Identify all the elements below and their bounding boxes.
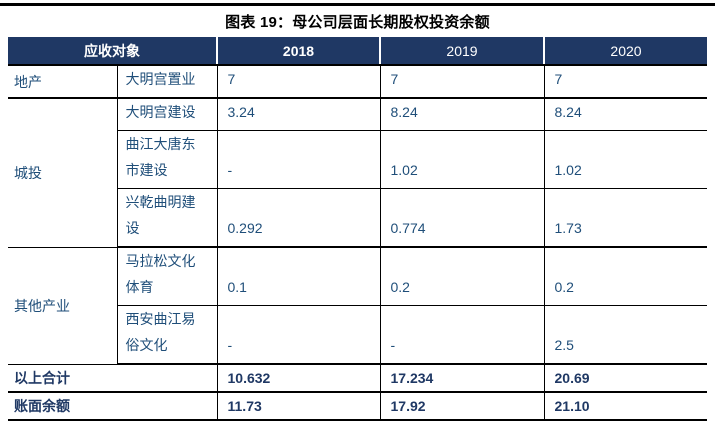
value-cell-2020: 21.10 (543, 392, 707, 421)
value-cell-2020: 2.5 (543, 305, 707, 365)
name-cell: 大明宫置业 (116, 65, 217, 99)
group-cell-chengtou: 城投 (8, 98, 117, 248)
header-year-2020: 2020 (543, 37, 707, 66)
value-cell-2019: - (379, 305, 544, 365)
value-cell-2020: 20.69 (543, 364, 707, 393)
value-cell-2020: 1.73 (543, 188, 707, 248)
name-cell: 马拉松文化体育 (116, 247, 217, 306)
group-cell-qita-chanye: 其他产业 (8, 247, 117, 365)
value-cell-2019: 7 (379, 65, 544, 99)
value-cell-2019: 8.24 (379, 98, 544, 131)
value-cell-2020: 0.2 (543, 247, 707, 306)
value-cell-2019: 17.234 (379, 364, 544, 393)
top-divider (0, 3, 715, 6)
value-cell-2018: 0.1 (216, 247, 380, 306)
value-cell-2019: 17.92 (379, 392, 544, 421)
value-cell-2018: 0.292 (216, 188, 380, 248)
value-cell-2018: 7 (216, 65, 380, 99)
summary-label: 账面余额 (8, 392, 217, 421)
value-cell-2020: 8.24 (543, 98, 707, 131)
name-cell: 兴乾曲明建设 (116, 188, 217, 248)
name-cell: 大明宫建设 (116, 98, 217, 131)
value-cell-2018: 11.73 (216, 392, 380, 421)
value-cell-2018: 3.24 (216, 98, 380, 131)
header-year-2019: 2019 (379, 37, 544, 66)
name-cell: 曲江大唐东市建设 (116, 130, 217, 189)
value-cell-2018: - (216, 130, 380, 189)
table-row-total-above: 以上合计 10.632 17.234 20.69 (8, 364, 707, 393)
value-cell-2019: 1.02 (379, 130, 544, 189)
table-row-xian-qujiang-yisu: 西安曲江易俗文化 - - 2.5 (8, 305, 707, 365)
value-cell-2019: 0.2 (379, 247, 544, 306)
figure-title: 图表 19：母公司层面长期股权投资余额 (225, 14, 490, 31)
group-cell-dichan: 地产 (8, 65, 117, 99)
value-cell-2019: 0.774 (379, 188, 544, 248)
header-receivable-target: 应收对象 (8, 37, 217, 66)
name-cell: 西安曲江易俗文化 (116, 305, 217, 365)
table-row-damingong-jianshe: 城投 大明宫建设 3.24 8.24 8.24 (8, 98, 707, 248)
table-row-damingong-zhiye: 地产 大明宫置业 7 7 7 (8, 65, 707, 99)
value-cell-2018: 10.632 (216, 364, 380, 393)
value-cell-2020: 7 (543, 65, 707, 99)
value-cell-2020: 1.02 (543, 130, 707, 189)
summary-label: 以上合计 (8, 364, 217, 393)
value-cell-2018: - (216, 305, 380, 365)
equity-investment-table: 应收对象 2018 2019 2020 地产 大明宫置业 7 7 7 城投 大明… (8, 37, 707, 421)
header-year-2018: 2018 (216, 37, 380, 66)
table-row-malasong-wenhua: 其他产业 马拉松文化体育 0.1 0.2 0.2 (8, 247, 707, 365)
header-row: 应收对象 2018 2019 2020 (8, 37, 707, 66)
table-row-qujiang-datang: 曲江大唐东市建设 - 1.02 1.02 (8, 130, 707, 189)
table-row-xingqian-quming: 兴乾曲明建设 0.292 0.774 1.73 (8, 188, 707, 248)
table-row-book-balance: 账面余额 11.73 17.92 21.10 (8, 392, 707, 421)
equity-investment-table-wrap: 应收对象 2018 2019 2020 地产 大明宫置业 7 7 7 城投 大明… (8, 37, 707, 421)
